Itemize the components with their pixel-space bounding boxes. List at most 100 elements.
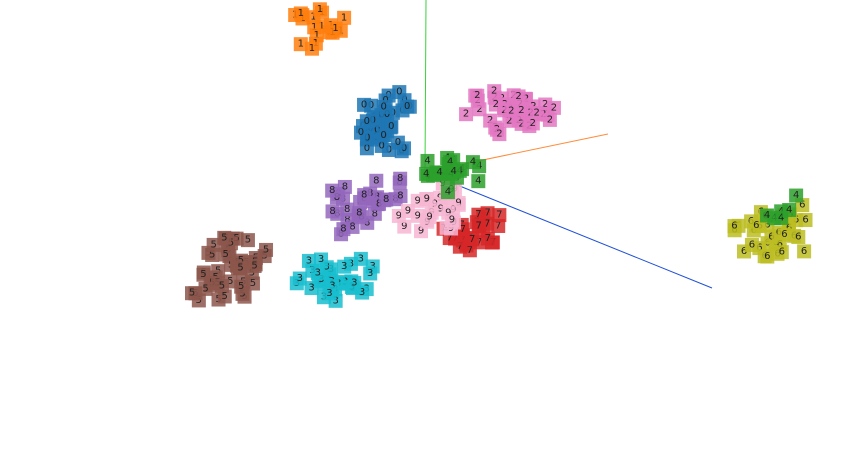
digit-sprite-5 — [259, 242, 274, 257]
digit-sprite-label: 6 — [731, 221, 737, 232]
digit-sprite-0 — [390, 135, 405, 150]
y-axis-line — [424, 0, 427, 173]
digit-sprite-label: 4 — [436, 167, 442, 178]
digit-sprite-label: 9 — [415, 210, 421, 221]
digit-sprite-label: 0 — [386, 144, 392, 155]
digit-sprite-label: 9 — [396, 210, 402, 221]
digit-sprite-8 — [393, 189, 408, 204]
digit-sprite-3 — [292, 271, 307, 286]
digit-sprite-label: 6 — [781, 229, 787, 240]
digit-sprite-1 — [337, 10, 352, 25]
digit-sprite-label: 4 — [793, 190, 799, 201]
digit-sprite-label: 2 — [530, 118, 536, 129]
digit-sprite-label: 5 — [238, 255, 244, 266]
digit-sprite-label: 7 — [484, 218, 490, 229]
digit-sprite-label: 6 — [779, 247, 785, 258]
digit-cluster-2: 2222222222222222222222222222222222222222… — [459, 84, 561, 142]
digit-sprite-label: 2 — [493, 99, 499, 110]
digit-sprite-5 — [233, 261, 248, 276]
digit-sprite-label: 5 — [227, 276, 233, 287]
digit-sprite-5 — [234, 279, 249, 294]
digit-cluster-1: 1111111111111111111 — [288, 2, 352, 56]
digit-sprite-label: 2 — [518, 105, 524, 116]
digit-cluster-8: 888888888888888888888888888888888888 — [325, 171, 408, 242]
digit-sprite-7 — [462, 243, 477, 258]
digit-sprite-label: 5 — [221, 232, 227, 243]
digit-sprite-label: 2 — [547, 114, 553, 125]
digit-sprite-label: 4 — [764, 210, 770, 221]
digit-sprite-2 — [488, 97, 503, 112]
digit-sprite-label: 6 — [764, 251, 770, 262]
digit-sprite-4 — [419, 166, 434, 181]
digit-sprite-4 — [446, 164, 461, 179]
digit-sprite-4 — [760, 208, 775, 223]
digit-sprite-label: 0 — [381, 101, 387, 112]
digit-sprite-label: 7 — [496, 210, 502, 221]
digit-sprite-4 — [432, 165, 447, 180]
digit-sprite-label: 1 — [298, 8, 304, 19]
digit-sprite-6 — [797, 244, 812, 259]
digit-sprite-label: 5 — [263, 244, 269, 255]
digit-sprite-label: 9 — [418, 226, 424, 237]
digit-sprite-label: 3 — [370, 261, 376, 272]
digit-sprite-label: 8 — [342, 181, 348, 192]
digit-sprite-label: 8 — [340, 224, 346, 235]
digit-sprite-label: 0 — [404, 101, 410, 112]
digit-sprite-label: 5 — [209, 249, 215, 260]
digit-sprite-label: 0 — [384, 109, 390, 120]
digit-sprite-8 — [369, 173, 384, 188]
digit-sprite-label: 8 — [372, 208, 378, 219]
digit-sprite-label: 6 — [799, 200, 805, 211]
digit-sprite-label: 8 — [329, 185, 335, 196]
digit-sprite-1 — [304, 41, 319, 56]
digit-sprite-6 — [760, 249, 775, 264]
digit-sprite-label: 9 — [405, 206, 411, 217]
digit-sprite-label: 4 — [470, 157, 476, 168]
digit-cluster-5: 5555555555555555555555555555555555555555… — [185, 230, 274, 308]
digit-sprite-6 — [749, 218, 764, 233]
digit-sprite-0 — [359, 114, 374, 129]
digit-sprite-label: 3 — [324, 262, 330, 273]
digit-sprite-label: 7 — [495, 220, 501, 231]
digit-sprite-2 — [470, 88, 485, 103]
digit-sprite-label: 0 — [380, 130, 386, 141]
digit-sprite-label: 5 — [238, 281, 244, 292]
digit-sprite-label: 3 — [308, 283, 314, 294]
digit-sprite-label: 6 — [795, 232, 801, 243]
digit-sprite-label: 3 — [326, 288, 332, 299]
digit-sprite-3 — [304, 281, 319, 296]
digit-sprite-label: 8 — [397, 191, 403, 202]
digit-sprite-label: 3 — [367, 268, 373, 279]
digit-sprite-label: 3 — [318, 254, 324, 265]
digit-sprite-label: 7 — [469, 234, 475, 245]
digit-sprite-0 — [392, 85, 407, 100]
digit-sprite-label: 5 — [196, 295, 202, 306]
digit-sprite-label: 3 — [351, 277, 357, 288]
digit-sprite-2 — [542, 112, 557, 127]
digit-sprite-label: 5 — [251, 260, 257, 271]
digit-cluster-3: 333333333333333333333333333333333333 — [289, 251, 380, 308]
digit-sprite-0 — [353, 125, 368, 140]
digit-sprite-label: 1 — [319, 21, 325, 32]
digit-sprite-label: 1 — [311, 22, 317, 33]
digit-sprite-label: 5 — [189, 288, 195, 299]
digit-sprite-label: 3 — [306, 255, 312, 266]
digit-sprite-3 — [322, 286, 337, 301]
digit-cluster-4: 444444444444444444444444444444 — [419, 150, 804, 226]
digit-sprite-label: 1 — [314, 30, 320, 41]
digit-sprite-label: 2 — [496, 129, 502, 140]
digit-sprite-9 — [400, 204, 415, 219]
digit-sprite-label: 1 — [317, 4, 323, 15]
digit-sprite-label: 0 — [388, 121, 394, 132]
digit-sprite-2 — [504, 103, 519, 118]
digit-sprite-label: 8 — [349, 221, 355, 232]
digit-sprite-label: 0 — [395, 137, 401, 148]
digit-sprite-6 — [791, 230, 806, 245]
digit-sprite-label: 0 — [396, 87, 402, 98]
digit-sprite-3 — [363, 266, 378, 281]
digit-sprite-label: 2 — [542, 99, 548, 110]
digit-sprite-label: 7 — [484, 208, 490, 219]
digit-sprite-9 — [419, 192, 434, 207]
